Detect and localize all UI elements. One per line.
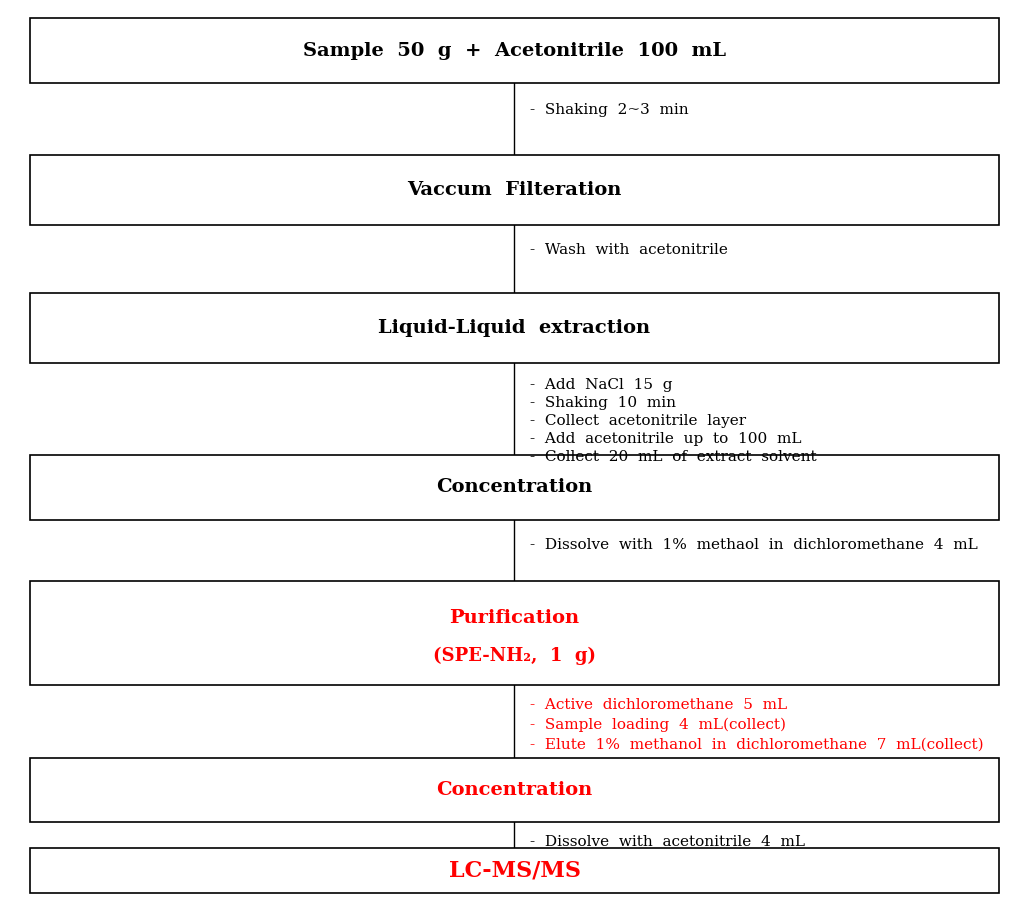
Text: (SPE-NH₂,  1  g): (SPE-NH₂, 1 g) bbox=[433, 647, 596, 665]
Bar bbox=[30, 848, 999, 893]
Text: LC-MS/MS: LC-MS/MS bbox=[449, 860, 580, 881]
Text: Concentration: Concentration bbox=[436, 479, 593, 497]
Text: -  Add  NaCl  15  g: - Add NaCl 15 g bbox=[530, 378, 673, 392]
Text: -  Collect  acetonitrile  layer: - Collect acetonitrile layer bbox=[530, 414, 746, 428]
Text: -  Wash  with  acetonitrile: - Wash with acetonitrile bbox=[530, 243, 728, 257]
Bar bbox=[30, 293, 999, 363]
Text: Concentration: Concentration bbox=[436, 781, 593, 799]
Text: Vaccum  Filteration: Vaccum Filteration bbox=[407, 181, 622, 199]
Text: -  Elute  1%  methanol  in  dichloromethane  7  mL(collect): - Elute 1% methanol in dichloromethane 7… bbox=[530, 738, 984, 752]
Text: -  Active  dichloromethane  5  mL: - Active dichloromethane 5 mL bbox=[530, 698, 787, 712]
Bar bbox=[30, 758, 999, 822]
Text: -  Dissolve  with  acetonitrile  4  mL: - Dissolve with acetonitrile 4 mL bbox=[530, 835, 805, 849]
Text: -  Collect  20  mL  of  extract  solvent: - Collect 20 mL of extract solvent bbox=[530, 450, 817, 464]
Text: Sample  50  g  +  Acetonitrile  100  mL: Sample 50 g + Acetonitrile 100 mL bbox=[303, 41, 726, 59]
Bar bbox=[30, 18, 999, 83]
Text: Liquid-Liquid  extraction: Liquid-Liquid extraction bbox=[379, 319, 650, 337]
Text: -  Dissolve  with  1%  methaol  in  dichloromethane  4  mL: - Dissolve with 1% methaol in dichlorome… bbox=[530, 538, 978, 552]
Text: -  Shaking  10  min: - Shaking 10 min bbox=[530, 396, 676, 410]
Text: -  Shaking  2~3  min: - Shaking 2~3 min bbox=[530, 103, 688, 117]
Bar bbox=[30, 155, 999, 225]
Text: -  Add  acetonitrile  up  to  100  mL: - Add acetonitrile up to 100 mL bbox=[530, 432, 802, 446]
Text: Purification: Purification bbox=[450, 609, 579, 627]
Bar bbox=[30, 455, 999, 520]
Bar bbox=[30, 581, 999, 685]
Text: -  Sample  loading  4  mL(collect): - Sample loading 4 mL(collect) bbox=[530, 718, 786, 733]
